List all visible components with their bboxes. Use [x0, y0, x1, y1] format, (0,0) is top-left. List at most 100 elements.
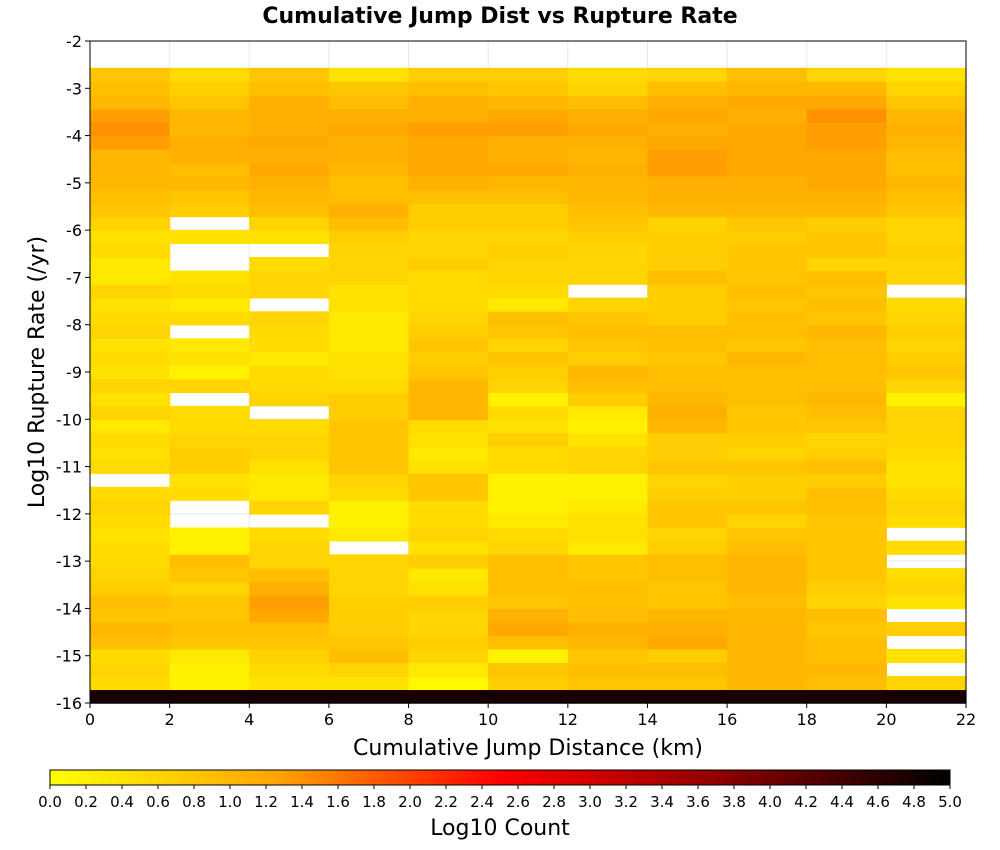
heatmap-cell — [169, 378, 250, 394]
heatmap-cell — [647, 648, 728, 664]
heatmap-cell — [408, 338, 489, 353]
heatmap-cell — [328, 203, 410, 218]
heatmap-cell — [249, 500, 330, 515]
heatmap-cell — [249, 162, 330, 177]
heatmap-cell — [727, 675, 808, 691]
heatmap-cell — [567, 446, 649, 461]
heatmap-cell — [328, 67, 410, 82]
colorbar-tick-label: 1.6 — [326, 793, 350, 811]
heatmap-cell — [169, 446, 250, 461]
heatmap-cell — [408, 500, 489, 515]
heatmap-cell — [90, 256, 171, 272]
heatmap-cell — [647, 365, 728, 380]
heatmap-cell — [806, 500, 887, 515]
heatmap-cell — [488, 311, 569, 326]
heatmap-cell — [90, 122, 171, 137]
heatmap-cell — [567, 270, 649, 285]
heatmap-cell — [727, 432, 808, 447]
heatmap-cell — [90, 432, 171, 447]
heatmap-cell — [408, 324, 489, 339]
heatmap-cell — [567, 473, 649, 488]
heatmap-cell — [328, 270, 410, 285]
heatmap-cell — [328, 459, 410, 474]
y-tick-label: -13 — [56, 552, 82, 571]
heatmap-cell — [886, 230, 967, 245]
heatmap-cell — [647, 405, 728, 421]
heatmap-cell — [806, 95, 887, 110]
heatmap-cell — [806, 635, 887, 650]
heatmap-cell — [328, 284, 410, 299]
heatmap-cell — [249, 95, 330, 110]
heatmap-cell — [328, 243, 410, 258]
heatmap-cell — [169, 622, 250, 637]
heatmap-cell — [886, 135, 967, 150]
heatmap-cell — [328, 486, 410, 501]
heatmap-cell — [727, 540, 808, 555]
heatmap-cell — [886, 622, 967, 637]
heatmap-cell — [488, 675, 569, 691]
heatmap-cell — [328, 108, 410, 123]
heatmap-cells — [90, 67, 967, 704]
heatmap-cell — [886, 486, 967, 501]
heatmap-cell — [488, 635, 569, 650]
heatmap-cell — [886, 243, 967, 258]
colorbar-tick-label: 1.4 — [290, 793, 314, 811]
heatmap-cell — [727, 81, 808, 96]
heatmap-cell — [90, 392, 171, 407]
heatmap-cell — [249, 256, 330, 272]
heatmap-cell — [169, 527, 250, 542]
heatmap-cell — [567, 486, 649, 501]
heatmap-cell — [249, 446, 330, 461]
heatmap-cell — [567, 338, 649, 353]
colorbar-tick-label: 2.0 — [398, 793, 422, 811]
y-tick-label: -5 — [66, 174, 82, 193]
heatmap-cell — [408, 473, 489, 488]
heatmap-cell — [488, 230, 569, 245]
heatmap-cell — [90, 149, 171, 164]
heatmap-cell — [169, 675, 250, 691]
heatmap-cell — [328, 675, 410, 691]
heatmap-cell — [567, 622, 649, 637]
heatmap-cell — [169, 554, 250, 569]
heatmap-cell — [249, 689, 330, 704]
heatmap-cell — [886, 95, 967, 110]
heatmap-cell — [169, 122, 250, 137]
colorbar-label: Log10 Count — [430, 816, 570, 841]
heatmap-cell — [328, 513, 410, 528]
heatmap-cell — [806, 622, 887, 637]
heatmap-cell — [647, 67, 728, 82]
heatmap-cell — [647, 216, 728, 231]
heatmap-cell — [169, 284, 250, 299]
heatmap-cell — [727, 351, 808, 366]
heatmap-cell — [647, 459, 728, 474]
colorbar-tick-label: 4.4 — [830, 793, 854, 811]
heatmap-cell — [886, 311, 967, 326]
colorbar-tick-label: 2.4 — [470, 793, 494, 811]
x-tick-label: 22 — [956, 710, 976, 729]
heatmap-cell — [806, 513, 887, 528]
heatmap-cell — [806, 108, 887, 123]
heatmap-cell — [90, 595, 171, 610]
heatmap-cell — [727, 176, 808, 191]
heatmap-cell — [727, 500, 808, 515]
heatmap-cell — [249, 595, 330, 610]
heatmap-cell — [647, 432, 728, 447]
heatmap-cell — [90, 135, 171, 150]
heatmap-cell — [647, 419, 728, 434]
heatmap-cell — [169, 581, 250, 596]
heatmap-cell — [328, 392, 410, 407]
heatmap-cell — [328, 230, 410, 245]
heatmap-cell — [806, 203, 887, 218]
heatmap-cell — [727, 392, 808, 407]
heatmap-cell — [249, 81, 330, 96]
heatmap-cell — [488, 378, 569, 394]
heatmap-cell — [727, 135, 808, 150]
heatmap-cell — [727, 162, 808, 177]
heatmap-cell — [249, 419, 330, 434]
heatmap-cell — [328, 689, 410, 704]
heatmap-cell — [90, 675, 171, 691]
x-tick-label: 14 — [637, 710, 657, 729]
heatmap-cell — [567, 595, 649, 610]
heatmap-cell — [886, 540, 967, 555]
heatmap-cell — [488, 527, 569, 542]
